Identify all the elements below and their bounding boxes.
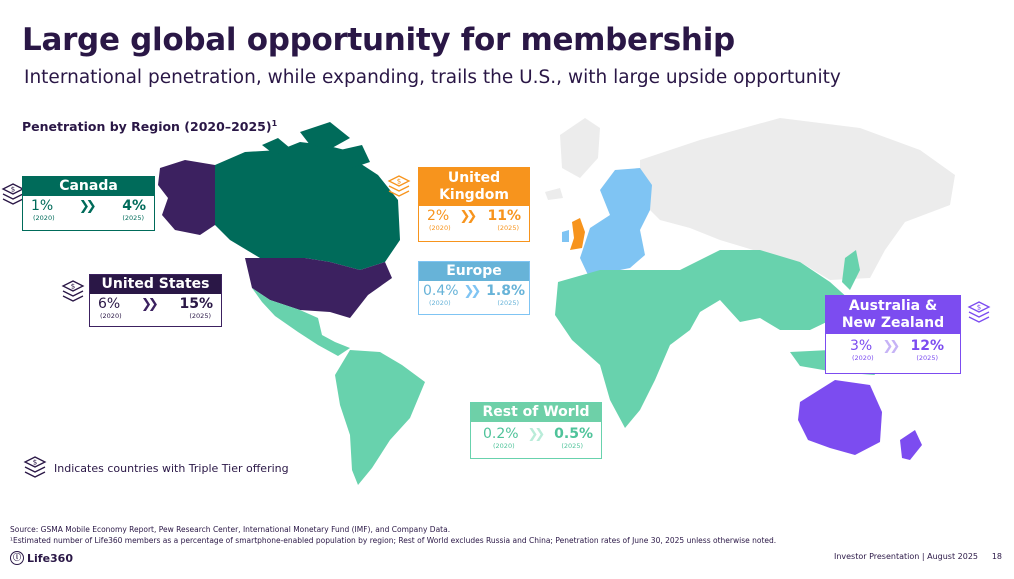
value-2025: 1.8% bbox=[486, 283, 525, 299]
year-2025-label: (2025) bbox=[561, 442, 583, 450]
value-2020: 3% bbox=[850, 338, 873, 354]
svg-text:$: $ bbox=[977, 304, 981, 312]
legend: $ Indicates countries with Triple Tier o… bbox=[22, 453, 289, 483]
region-card-canada: Canada 1% ❯❯ 4% (2020) (2025) bbox=[22, 176, 155, 231]
chevron-right-icon: ❯❯ bbox=[882, 338, 900, 354]
year-2020-label: (2020) bbox=[852, 354, 874, 362]
dollar-stack-icon: $ bbox=[1, 183, 25, 205]
year-2020-label: (2020) bbox=[429, 224, 451, 232]
year-2025-label: (2025) bbox=[122, 214, 144, 222]
year-2020-label: (2020) bbox=[100, 312, 122, 320]
page-number: 18 bbox=[991, 552, 1002, 561]
region-card-united-states: United States 6% ❯❯ 15% (2020) (2025) bbox=[89, 274, 222, 327]
year-2020-label: (2020) bbox=[493, 442, 515, 450]
year-2020-label: (2020) bbox=[429, 299, 451, 307]
year-2025-label: (2025) bbox=[916, 354, 938, 362]
value-2025: 12% bbox=[910, 338, 944, 354]
page-subtitle: International penetration, while expandi… bbox=[24, 67, 841, 88]
map-south-america bbox=[335, 350, 425, 485]
year-2025-label: (2025) bbox=[497, 224, 519, 232]
map-united-kingdom bbox=[570, 218, 585, 250]
presentation-label: Investor Presentation | August 2025 bbox=[833, 552, 978, 561]
svg-text:$: $ bbox=[397, 178, 401, 186]
region-name: United Kingdom bbox=[419, 168, 529, 206]
region-name: Rest of World bbox=[471, 403, 601, 422]
value-2025: 11% bbox=[487, 208, 521, 224]
svg-text:$: $ bbox=[71, 283, 75, 291]
value-2025: 4% bbox=[122, 198, 146, 214]
map-rest-of-world-other bbox=[545, 118, 955, 280]
dollar-stack-icon: $ bbox=[23, 456, 47, 478]
region-card-europe: Europe 0.4% ❯❯ 1.8% (2020) (2025) bbox=[418, 261, 530, 315]
map-ireland bbox=[562, 230, 569, 242]
map-canada-islands bbox=[262, 122, 370, 168]
chevron-right-icon: ❯❯ bbox=[78, 198, 97, 214]
map-alaska bbox=[158, 160, 215, 235]
value-2025: 15% bbox=[179, 296, 213, 312]
year-2020-label: (2020) bbox=[33, 214, 55, 222]
map-japan bbox=[842, 250, 860, 290]
region-card-australia-new-zealand: Australia & New Zealand 3% ❯❯ 12% (2020)… bbox=[825, 295, 961, 374]
value-2020: 2% bbox=[427, 208, 450, 224]
map-greenland bbox=[560, 118, 600, 178]
svg-text:$: $ bbox=[11, 186, 15, 194]
value-2020: 1% bbox=[31, 198, 54, 214]
svg-text:$: $ bbox=[33, 459, 37, 467]
map-united-states bbox=[245, 258, 392, 318]
value-2020: 0.2% bbox=[483, 426, 519, 442]
legend-text: Indicates countries with Triple Tier off… bbox=[54, 461, 289, 475]
map-iceland bbox=[545, 188, 563, 200]
map-mexico-central-america bbox=[252, 288, 350, 356]
region-name: Europe bbox=[419, 262, 529, 281]
chevron-right-icon: ❯❯ bbox=[527, 426, 545, 442]
dollar-stack-icon: $ bbox=[967, 301, 991, 323]
footnote-note: ¹Estimated number of Life360 members as … bbox=[10, 536, 777, 545]
brand-logo: ⓛ Life360 bbox=[10, 551, 73, 565]
value-2025: 0.5% bbox=[554, 426, 593, 442]
life360-logo-icon: ⓛ bbox=[10, 551, 24, 565]
map-new-zealand bbox=[900, 430, 922, 460]
map-africa-middle-east-asia bbox=[555, 250, 850, 428]
chevron-right-icon: ❯❯ bbox=[459, 208, 477, 224]
map-russia-china bbox=[640, 118, 955, 280]
value-2020: 6% bbox=[98, 296, 121, 312]
map-canada bbox=[215, 142, 400, 270]
page-title: Large global opportunity for membership bbox=[22, 22, 735, 58]
year-2025-label: (2025) bbox=[189, 312, 211, 320]
region-name: Australia & New Zealand bbox=[826, 296, 960, 334]
map-europe bbox=[580, 168, 652, 275]
region-card-rest-of-world: Rest of World 0.2% ❯❯ 0.5% (2020) (2025) bbox=[470, 402, 602, 459]
dollar-stack-icon: $ bbox=[61, 280, 85, 302]
chevron-right-icon: ❯❯ bbox=[463, 283, 481, 299]
region-card-united-kingdom: United Kingdom 2% ❯❯ 11% (2020) (2025) bbox=[418, 167, 530, 242]
brand-name: Life360 bbox=[27, 551, 73, 565]
year-2025-label: (2025) bbox=[497, 299, 519, 307]
chevron-right-icon: ❯❯ bbox=[140, 296, 159, 312]
map-australia bbox=[798, 380, 882, 455]
dollar-stack-icon: $ bbox=[387, 175, 411, 197]
value-2020: 0.4% bbox=[423, 283, 459, 299]
footnote-source: Source: GSMA Mobile Economy Report, Pew … bbox=[10, 525, 451, 534]
section-label: Penetration by Region (2020–2025)1 bbox=[22, 119, 278, 135]
region-name: Canada bbox=[23, 177, 154, 196]
region-name: United States bbox=[90, 275, 221, 294]
